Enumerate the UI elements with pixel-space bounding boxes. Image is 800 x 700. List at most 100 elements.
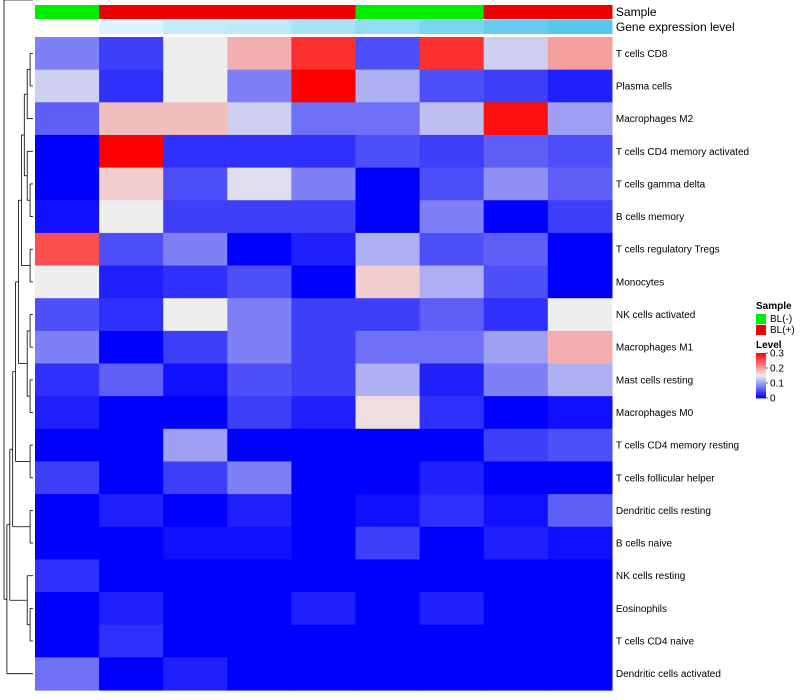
heatmap-cell [419, 265, 485, 299]
heatmap-cell [419, 167, 485, 201]
heatmap-cell [227, 134, 292, 169]
heatmap-cell [227, 37, 292, 71]
heatmap-cell [291, 592, 357, 626]
expression-annotation-cell [163, 20, 228, 34]
heatmap-cell [99, 428, 164, 463]
heatmap-cell [99, 494, 164, 528]
sample-annotation-cell [35, 5, 100, 19]
level-colorbar-segment [756, 377, 766, 379]
heatmap-cell [163, 526, 228, 560]
row-label: T cells CD4 memory resting [616, 441, 739, 452]
row-label: T cells CD4 naive [616, 637, 695, 648]
heatmap-cell [227, 559, 292, 593]
heatmap-cell [547, 200, 613, 234]
heatmap-cell [483, 37, 549, 71]
heatmap-cell [419, 298, 485, 332]
level-colorbar-segment [756, 356, 766, 358]
heatmap-cell [547, 494, 613, 528]
heatmap-cell [291, 200, 357, 234]
annotation-label: Gene expression level [616, 20, 735, 34]
heatmap-cell [227, 494, 292, 528]
heatmap-cell [547, 657, 613, 691]
heatmap-cell [483, 526, 549, 560]
heatmap-cell [99, 559, 164, 593]
level-colorbar-segment [756, 374, 766, 376]
heatmap-cell [35, 200, 100, 234]
heatmap-cell [483, 592, 549, 626]
heatmap-cell [227, 428, 292, 463]
heatmap-cell [291, 428, 357, 463]
heatmap-cell [291, 526, 357, 560]
heatmap-cell [419, 428, 485, 463]
heatmap-cell [35, 657, 100, 691]
heatmap-cell [291, 494, 357, 528]
row-label: T cells regulatory Tregs [616, 245, 720, 256]
heatmap-cell [355, 37, 421, 71]
row-label: NK cells resting [616, 571, 685, 582]
heatmap-cell [355, 298, 421, 332]
row-label: T cells gamma delta [616, 179, 706, 190]
heatmap-cell [163, 559, 228, 593]
heatmap-cell [547, 461, 613, 495]
heatmap-cell [163, 624, 228, 658]
heatmap-cell [483, 134, 549, 169]
heatmap-cell [291, 37, 357, 71]
heatmap-cell [355, 559, 421, 593]
heatmap-cell [99, 657, 164, 691]
heatmap-cell [227, 298, 292, 332]
heatmap-cell [547, 167, 613, 201]
heatmap-cell [163, 265, 228, 299]
heatmap-cell [291, 624, 357, 658]
heatmap-cell [35, 330, 100, 365]
level-tick-label: 0.1 [770, 379, 784, 390]
row-label: B cells naive [616, 539, 673, 550]
heatmap-cell [227, 363, 292, 397]
heatmap-cell [419, 69, 485, 103]
level-colorbar-segment [756, 393, 766, 396]
heatmap-cell [483, 461, 549, 495]
heatmap-cell [35, 624, 100, 658]
heatmap-cell [163, 69, 228, 103]
heatmap-cell [419, 657, 485, 691]
heatmap-cell [35, 37, 100, 71]
heatmap-cell [227, 265, 292, 299]
level-colorbar-segment [756, 366, 766, 369]
heatmap-cell [483, 330, 549, 365]
heatmap-cell [227, 102, 292, 136]
heatmap-cell [99, 330, 164, 365]
heatmap-cell [227, 167, 292, 201]
level-colorbar-segment [756, 390, 766, 393]
heatmap-cell [419, 494, 485, 528]
heatmap-cell [355, 396, 421, 430]
heatmap-cell [35, 363, 100, 397]
heatmap-cell [355, 134, 421, 169]
row-labels: T cells CD8 Plasma cells Macrophages M2 T c… [616, 49, 749, 680]
sample-legend-title: Sample [756, 301, 792, 312]
heatmap-cell [99, 200, 164, 234]
heatmap-cell [355, 526, 421, 560]
heatmap-cell [227, 69, 292, 103]
heatmap-cell [99, 363, 164, 397]
heatmap-cell [483, 428, 549, 463]
heatmap-cell [483, 559, 549, 593]
level-colorbar-segment [756, 368, 766, 370]
heatmap-cell [99, 396, 164, 430]
heatmap-cell [163, 134, 228, 169]
level-colorbar-segment [756, 363, 766, 366]
row-label: Macrophages M2 [616, 114, 694, 125]
heatmap-cell [291, 265, 357, 299]
row-label: NK cells activated [616, 310, 695, 321]
heatmap-cell [35, 592, 100, 626]
sample-legend-swatch [756, 314, 766, 324]
heatmap-cell [99, 624, 164, 658]
heatmap-cell [99, 298, 164, 332]
row-label: Eosinophils [616, 604, 667, 615]
heatmap-cell [35, 134, 100, 169]
level-colorbar-segment [756, 383, 766, 385]
heatmap-cell [99, 134, 164, 169]
heatmap-cell [35, 526, 100, 560]
heatmap-cell [35, 102, 100, 136]
sample-annotation-cell [227, 5, 292, 19]
annotation-label: Sample [616, 5, 657, 19]
